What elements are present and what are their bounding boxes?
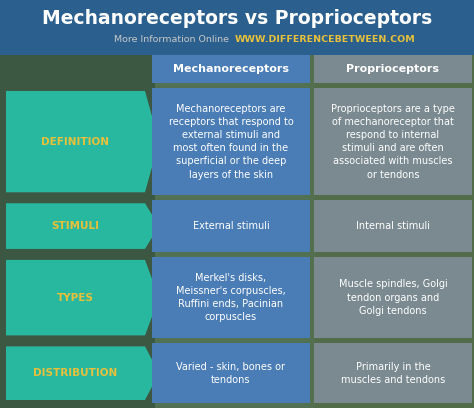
Text: Primarily in the
muscles and tendons: Primarily in the muscles and tendons bbox=[341, 361, 445, 385]
FancyBboxPatch shape bbox=[314, 200, 472, 252]
FancyBboxPatch shape bbox=[0, 55, 155, 408]
FancyBboxPatch shape bbox=[310, 55, 474, 408]
Text: External stimuli: External stimuli bbox=[192, 221, 269, 231]
Text: More Information Online: More Information Online bbox=[114, 35, 235, 44]
FancyBboxPatch shape bbox=[314, 344, 472, 403]
Polygon shape bbox=[6, 91, 159, 192]
FancyBboxPatch shape bbox=[152, 344, 310, 403]
FancyBboxPatch shape bbox=[0, 0, 474, 55]
Text: STIMULI: STIMULI bbox=[52, 221, 100, 231]
Text: TYPES: TYPES bbox=[57, 293, 94, 303]
Text: DISTRIBUTION: DISTRIBUTION bbox=[33, 368, 118, 378]
Polygon shape bbox=[6, 203, 159, 249]
FancyBboxPatch shape bbox=[314, 55, 472, 83]
Text: Muscle spindles, Golgi
tendon organs and
Golgi tendons: Muscle spindles, Golgi tendon organs and… bbox=[338, 279, 447, 316]
Text: Varied - skin, bones or
tendons: Varied - skin, bones or tendons bbox=[176, 361, 285, 385]
FancyBboxPatch shape bbox=[152, 257, 310, 338]
FancyBboxPatch shape bbox=[314, 88, 472, 195]
Text: WWW.DIFFERENCEBETWEEN.COM: WWW.DIFFERENCEBETWEEN.COM bbox=[235, 35, 416, 44]
Polygon shape bbox=[6, 346, 159, 400]
Text: Mechanoreceptors: Mechanoreceptors bbox=[173, 64, 289, 74]
FancyBboxPatch shape bbox=[155, 55, 315, 408]
Text: DEFINITION: DEFINITION bbox=[42, 137, 109, 146]
Text: Mechanoreceptors vs Proprioceptors: Mechanoreceptors vs Proprioceptors bbox=[42, 9, 432, 27]
FancyBboxPatch shape bbox=[314, 257, 472, 338]
Text: Merkel's disks,
Meissner's corpuscles,
Ruffini ends, Pacinian
corpuscles: Merkel's disks, Meissner's corpuscles, R… bbox=[176, 273, 286, 322]
FancyBboxPatch shape bbox=[152, 200, 310, 252]
Text: Internal stimuli: Internal stimuli bbox=[356, 221, 430, 231]
Text: Proprioceptors: Proprioceptors bbox=[346, 64, 439, 74]
FancyBboxPatch shape bbox=[152, 88, 310, 195]
Text: Mechanoreceptors are
receptors that respond to
external stimuli and
most often f: Mechanoreceptors are receptors that resp… bbox=[169, 104, 293, 180]
Polygon shape bbox=[6, 260, 159, 335]
FancyBboxPatch shape bbox=[152, 55, 310, 83]
Text: Proprioceptors are a type
of mechanoreceptor that
respond to internal
stimuli an: Proprioceptors are a type of mechanorece… bbox=[331, 104, 455, 180]
